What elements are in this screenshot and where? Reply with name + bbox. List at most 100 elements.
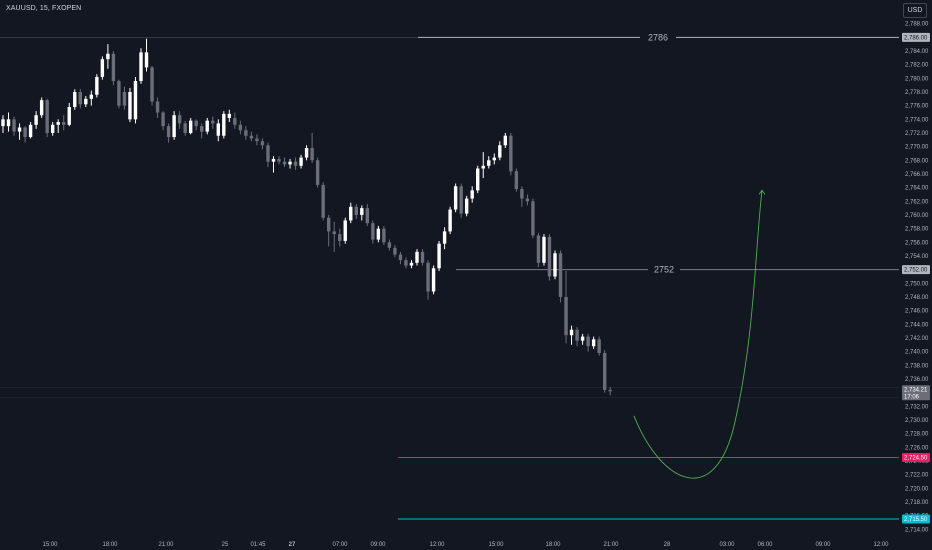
candle-body xyxy=(459,186,463,214)
candle-body xyxy=(365,208,370,224)
candle-body xyxy=(597,339,601,353)
price-tag: 2,715.50 xyxy=(904,517,928,523)
candle-body xyxy=(338,234,342,241)
candle-body xyxy=(310,148,314,161)
time-tick-label: 01:45 xyxy=(250,542,266,548)
time-tick-label: 25 xyxy=(222,542,229,548)
candle-body xyxy=(542,236,546,263)
price-tick-label: 2,772.00 xyxy=(905,131,929,137)
candle-body xyxy=(89,94,94,99)
candle-body xyxy=(387,242,392,248)
price-tick-label: 2,780.00 xyxy=(905,76,929,82)
candle-body xyxy=(266,145,270,162)
candle-body xyxy=(166,126,171,138)
candle-body xyxy=(442,231,447,244)
price-tag-bg xyxy=(902,514,930,524)
candle-body xyxy=(398,254,403,261)
time-tick-label: 21:00 xyxy=(603,542,619,548)
price-tick-label: 2,730.00 xyxy=(905,418,929,424)
time-tick-label: 27 xyxy=(289,542,296,548)
candle-body xyxy=(177,115,182,124)
candle-body xyxy=(255,138,259,142)
candle-body xyxy=(62,122,66,125)
candle-body xyxy=(216,123,220,136)
candle-body xyxy=(67,107,71,125)
price-tick-label: 2,722.00 xyxy=(905,473,929,479)
candle-body xyxy=(288,161,292,165)
price-tag-bg xyxy=(902,453,930,463)
candle-body xyxy=(569,329,574,336)
candle-body xyxy=(100,59,105,77)
candle-body xyxy=(304,148,309,158)
price-tick-label: 2,758.00 xyxy=(905,227,929,233)
candle-body xyxy=(536,235,541,263)
time-tick-label: 15:00 xyxy=(42,542,58,548)
price-tick-label: 2,748.00 xyxy=(905,295,929,301)
candle-body xyxy=(315,160,320,185)
candle-body xyxy=(139,52,143,82)
candle-body xyxy=(498,145,502,158)
candle-body xyxy=(161,112,165,127)
time-tick-label: 18:00 xyxy=(545,542,561,548)
candle-body xyxy=(39,100,44,116)
price-tick-label: 2,714.00 xyxy=(905,527,929,533)
candle-body xyxy=(23,127,27,138)
candle-body xyxy=(299,157,303,166)
candle-body xyxy=(95,76,99,95)
price-tick-label: 2,754.00 xyxy=(905,254,929,260)
horizontal-levels: 2786 2752 xyxy=(0,32,899,520)
candle-body xyxy=(6,119,11,127)
candle-body xyxy=(194,120,198,127)
price-tick-label: 2,742.00 xyxy=(905,336,929,342)
candle-body xyxy=(343,220,347,241)
candle-body xyxy=(155,101,160,113)
candle-body xyxy=(591,339,596,347)
candle-body xyxy=(481,165,485,169)
price-tick-label: 2,764.00 xyxy=(905,186,929,192)
time-tick-label: 12:00 xyxy=(429,542,445,548)
candle-body xyxy=(564,296,568,336)
candle-body xyxy=(50,124,55,133)
price-tick-label: 2,788.00 xyxy=(905,22,929,28)
projection-curve-layer xyxy=(633,189,766,479)
price-tick-label: 2,784.00 xyxy=(905,49,929,55)
price-tick-label: 2,738.00 xyxy=(905,363,929,369)
symbol-title: XAUUSD, 15, FXOPEN xyxy=(6,5,82,12)
candle-body xyxy=(28,124,33,138)
candle-body xyxy=(12,119,16,132)
price-tick-label: 2,726.00 xyxy=(905,445,929,451)
price-tick-label: 2,718.00 xyxy=(905,500,929,506)
time-tick-label: 09:00 xyxy=(815,542,831,548)
current-price-tag: 2,734.21 xyxy=(904,387,928,393)
price-tag-bg xyxy=(902,265,930,275)
candle-body xyxy=(1,119,5,127)
price-tick-label: 2,770.00 xyxy=(905,145,929,151)
time-tick-label: 12:00 xyxy=(873,542,889,548)
time-tick-label: 21:00 xyxy=(158,542,174,548)
candle-body xyxy=(487,160,491,166)
candle-body xyxy=(34,115,38,125)
candle-body xyxy=(172,115,176,138)
time-axis[interactable]: 15:00 18:00 21:00 25 01:45 27 07:00 09:00 12:00 1… xyxy=(42,542,889,548)
candle-body xyxy=(520,189,524,199)
price-tick-label: 2,768.00 xyxy=(905,158,929,164)
candle-body xyxy=(282,161,287,165)
candle-body xyxy=(106,53,110,60)
price-tick-label: 2,720.00 xyxy=(905,486,929,492)
candle-body xyxy=(205,120,209,132)
candle-body xyxy=(332,231,336,235)
price-tag-bg xyxy=(902,32,930,42)
candle-body xyxy=(188,120,193,133)
candle-body xyxy=(437,243,441,269)
time-tick-label: 15:00 xyxy=(488,542,504,548)
candle-body xyxy=(354,206,358,215)
time-tick-label: 03:00 xyxy=(719,542,735,548)
price-tick-label: 2,750.00 xyxy=(905,281,929,287)
candle-body xyxy=(17,127,22,132)
candle-body xyxy=(293,161,298,166)
currency-button[interactable]: USD xyxy=(903,3,927,18)
candle-body xyxy=(326,217,331,232)
projection-curve xyxy=(633,190,763,479)
price-tick-label: 2,732.00 xyxy=(905,404,929,410)
